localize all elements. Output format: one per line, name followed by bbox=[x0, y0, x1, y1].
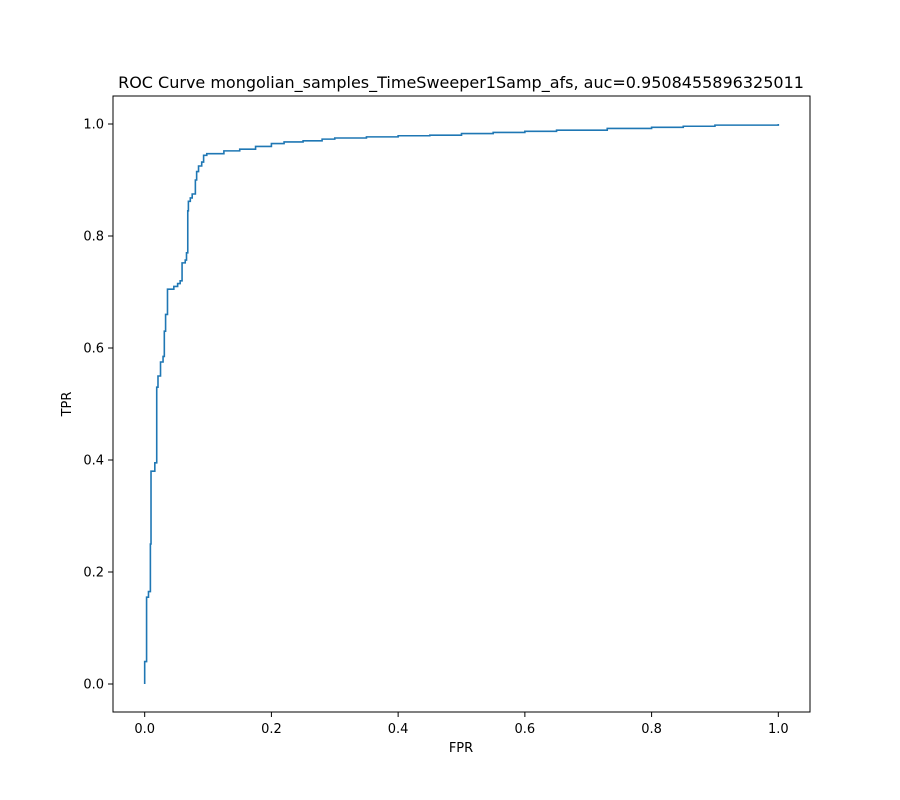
y-tick-label: 0.0 bbox=[83, 678, 104, 693]
ticks-layer: 0.0 0.2 0.4 0.6 0.8 1.0 0.0 0.2 0.4 0.6 0.8 1.0 bbox=[83, 118, 788, 738]
y-tick-label: 0.4 bbox=[83, 454, 104, 469]
roc-curve-line bbox=[143, 124, 780, 684]
x-axis-label: FPR bbox=[449, 741, 473, 756]
x-tick-label: 0.0 bbox=[134, 722, 155, 737]
y-tick-label: 0.6 bbox=[83, 342, 104, 357]
x-tick-label: 0.6 bbox=[515, 722, 536, 737]
x-tick-label: 0.4 bbox=[388, 722, 409, 737]
x-tick-label: 0.2 bbox=[261, 722, 282, 737]
y-axis-label: TPR bbox=[60, 392, 75, 418]
y-tick-label: 0.2 bbox=[83, 566, 104, 581]
y-tick-label: 1.0 bbox=[83, 118, 104, 133]
x-tick-label: 0.8 bbox=[641, 722, 662, 737]
x-tick-label: 1.0 bbox=[768, 722, 789, 737]
plot-frame bbox=[112, 95, 811, 713]
chart-title: ROC Curve mongolian_samples_TimeSweeper1… bbox=[118, 73, 804, 93]
y-tick-label: 0.8 bbox=[83, 230, 104, 245]
series-layer bbox=[143, 124, 780, 684]
